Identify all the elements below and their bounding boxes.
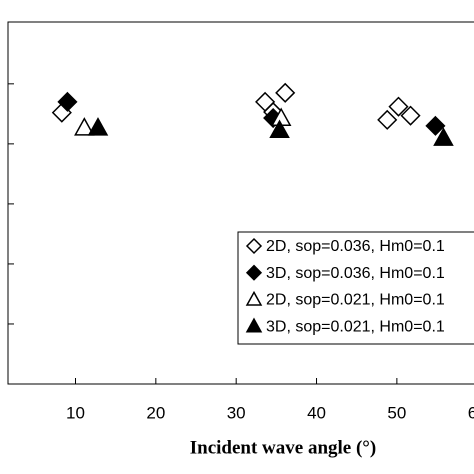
point bbox=[275, 82, 296, 103]
point bbox=[57, 91, 78, 112]
point bbox=[377, 109, 398, 130]
legend-box bbox=[237, 231, 474, 345]
point bbox=[433, 127, 454, 146]
x-tick-label: 50 bbox=[387, 403, 406, 422]
legend-marker bbox=[245, 264, 263, 281]
x-axis-label: Incident wave angle (°) bbox=[190, 437, 377, 458]
legend-label: 2D, sop=0.021, Hm0=0.1 bbox=[266, 292, 445, 309]
point bbox=[400, 105, 421, 126]
legend-label: 3D, sop=0.021, Hm0=0.1 bbox=[266, 318, 445, 335]
x-tick-label: 60 bbox=[468, 403, 474, 422]
point bbox=[87, 117, 109, 136]
legend-marker bbox=[245, 237, 263, 255]
legend-label: 3D, sop=0.036, Hm0=0.1 bbox=[266, 265, 445, 282]
x-tick-label: 10 bbox=[66, 403, 85, 422]
point bbox=[388, 96, 409, 117]
x-tick-label: 30 bbox=[227, 403, 246, 422]
x-tick-label: 20 bbox=[146, 403, 165, 422]
point bbox=[269, 119, 290, 139]
legend-label: 2D, sop=0.036, Hm0=0.1 bbox=[266, 238, 445, 255]
legend-marker bbox=[245, 290, 263, 306]
plot-frame bbox=[7, 21, 474, 385]
legend-marker bbox=[245, 317, 263, 333]
x-tick-label: 40 bbox=[307, 403, 326, 422]
point bbox=[425, 115, 446, 136]
point bbox=[74, 117, 95, 136]
